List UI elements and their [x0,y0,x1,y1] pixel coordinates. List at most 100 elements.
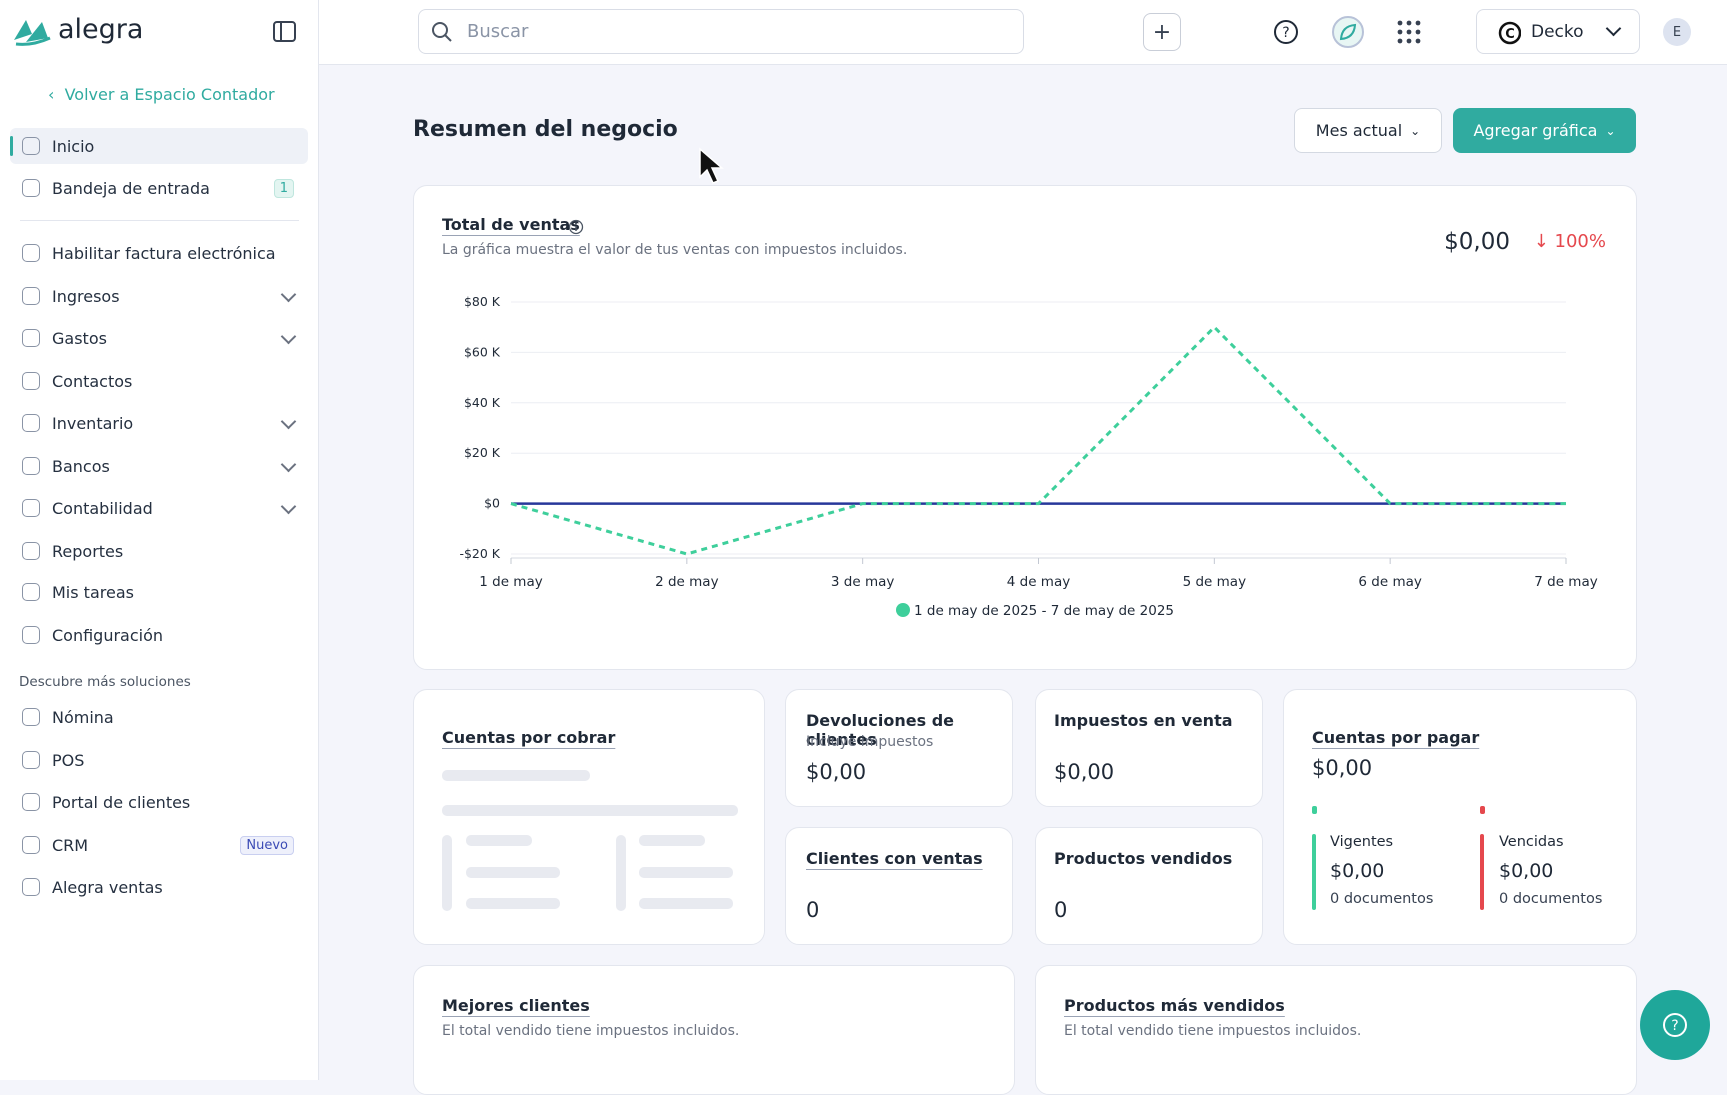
nav-label[interactable]: Habilitar factura electrónica [52,243,276,263]
nav-item[interactable]: POS [10,742,308,778]
nav-label[interactable]: Bandeja de entrada [52,178,210,198]
returns-card: Devoluciones de clientes Incluye impuest… [785,689,1013,807]
current-docs: 0 documentos [1330,891,1434,907]
sales-subtitle: La gráfica muestra el valor de tus venta… [442,242,908,258]
apps-icon[interactable] [1397,20,1421,44]
nav-label[interactable]: Alegra ventas [52,877,163,897]
taxes-card: Impuestos en venta $0,00 [1035,689,1263,807]
topbar: Buscar + ? C Decko E [319,0,1727,65]
nav-label[interactable]: CRM [52,835,89,855]
sales-change: ↓ 100% [1534,231,1606,252]
nav-item[interactable]: Portal de clientes [10,784,308,820]
payables-title[interactable]: Cuentas por pagar [1312,728,1480,747]
period-label: Mes actual [1315,121,1403,140]
nav-item[interactable]: Nómina [10,699,308,735]
divider [20,220,299,221]
nav-label[interactable]: Contabilidad [52,498,153,518]
nav-label[interactable]: Reportes [52,541,124,561]
back-label[interactable]: Volver a Espacio Contador [64,85,275,104]
nav-badge: 1 [273,178,294,198]
add-chart-chevron: ⌄ [1605,123,1616,138]
leaf-icon[interactable] [1331,15,1365,49]
skeleton [442,835,452,911]
skeleton [442,770,590,781]
add-chart-button[interactable]: Agregar gráfica ⌄ [1453,108,1636,153]
nav-label[interactable]: POS [52,750,85,770]
best-clients-title[interactable]: Mejores clientes [442,996,590,1015]
nav-icon [22,542,40,560]
nav-icon [22,626,40,644]
help-icon[interactable]: ? [1273,19,1299,45]
nav-item[interactable]: Gastos [10,320,308,356]
clients-value: 0 [806,898,820,922]
nav-item[interactable]: Reportes [10,533,308,569]
nav-label[interactable]: Inventario [52,413,134,433]
nav-label[interactable]: Bancos [52,456,110,476]
best-clients-card: Mejores clientes El total vendido tiene … [413,965,1015,1095]
nav-icon [22,836,40,854]
sales-change-value: 100% [1554,231,1606,252]
products-card: Productos vendidos 0 [1035,827,1263,945]
nav-icon [22,751,40,769]
receivables-title[interactable]: Cuentas por cobrar [442,728,616,747]
top-products-title[interactable]: Productos más vendidos [1064,996,1285,1015]
nav-item[interactable]: CRM Nuevo [10,827,308,863]
info-icon[interactable] [568,219,584,235]
add-button[interactable]: + [1143,13,1181,51]
nav-item[interactable]: Inventario [10,405,308,441]
sales-title[interactable]: Total de ventas [442,215,580,234]
nav-item[interactable]: Configuración [10,617,308,653]
nav-chevron [280,456,297,473]
nav-item[interactable]: Inicio [10,128,308,164]
payables-card: Cuentas por pagar $0,00 Vigentes $0,00 0… [1283,689,1637,945]
nav-item[interactable]: Contabilidad [10,490,308,526]
avatar[interactable]: E [1663,18,1691,46]
nav-label[interactable]: Mis tareas [52,582,134,602]
status-bar [1480,834,1484,910]
current-label: Vigentes [1330,834,1394,850]
nav-icon [22,878,40,896]
nav-icon [22,793,40,811]
nav-label[interactable]: Gastos [52,328,107,348]
nav-label[interactable]: Contactos [52,371,133,391]
top-products-card: Productos más vendidos El total vendido … [1035,965,1637,1095]
nav-item[interactable]: Habilitar factura electrónica [10,235,308,271]
nav-label[interactable]: Ingresos [52,286,120,306]
company-logo: C [1498,21,1521,45]
payables-value: $0,00 [1312,756,1373,780]
skeleton [639,867,733,878]
overdue-label: Vencidas [1499,834,1564,850]
nav-icon [22,287,40,305]
nav-item[interactable]: Alegra ventas [10,869,308,905]
nav-label[interactable]: Configuración [52,625,164,645]
sales-card: Total de ventas La gráfica muestra el va… [413,185,1637,670]
nav-item[interactable]: Bancos [10,448,308,484]
skeleton [639,835,705,846]
returns-title: Devoluciones de clientes [806,711,955,749]
nav-label[interactable]: Nómina [52,707,114,727]
svg-text:C: C [1505,27,1515,42]
back-link[interactable]: ‹ Volver a Espacio Contador [48,85,275,104]
nav-label[interactable]: Inicio [52,136,95,156]
period-button[interactable]: Mes actual ⌄ [1294,108,1442,153]
nav-label[interactable]: Portal de clientes [52,792,191,812]
help-fab[interactable]: ? [1640,990,1710,1060]
collapse-button[interactable] [273,21,297,43]
status-bar [1312,834,1316,910]
status-dot [1312,806,1317,814]
nav-item[interactable]: Contactos [10,363,308,399]
svg-text:?: ? [1671,1018,1678,1034]
page-title: Resumen del negocio [413,117,678,142]
nav-item[interactable]: Mis tareas [10,574,308,610]
logo-icon [14,20,51,46]
nav-item[interactable]: Bandeja de entrada 1 [10,170,308,206]
company-selector[interactable]: C Decko [1476,9,1640,54]
search-icon [432,22,452,42]
search-placeholder: Buscar [467,21,529,42]
products-value: 0 [1054,898,1068,922]
clients-title[interactable]: Clientes con ventas [806,849,983,868]
nav-item[interactable]: Ingresos [10,278,308,314]
clients-card: Clientes con ventas 0 [785,827,1013,945]
nav-icon [22,414,40,432]
search-box[interactable]: Buscar [418,9,1024,54]
